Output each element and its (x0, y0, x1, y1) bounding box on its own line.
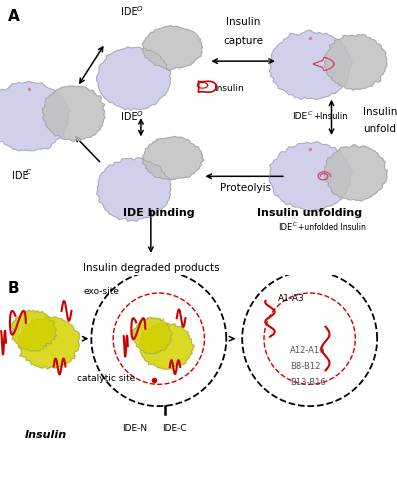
Text: IDE: IDE (121, 7, 138, 17)
Polygon shape (131, 317, 172, 354)
Polygon shape (42, 86, 105, 142)
Text: C: C (293, 222, 297, 227)
Text: exo-site: exo-site (83, 286, 119, 295)
Polygon shape (96, 47, 171, 110)
Polygon shape (143, 136, 204, 180)
Text: A: A (8, 9, 20, 24)
Text: A12-A16: A12-A16 (290, 346, 325, 355)
Text: IDE binding: IDE binding (123, 208, 195, 218)
Text: B: B (8, 281, 19, 296)
Text: IDE-C: IDE-C (162, 424, 187, 433)
Text: C: C (307, 111, 312, 116)
Text: Insulin: Insulin (226, 17, 260, 27)
Text: C: C (26, 169, 31, 175)
Text: Insulin unfolding: Insulin unfolding (257, 208, 362, 218)
Polygon shape (142, 26, 202, 70)
Text: catalytic site: catalytic site (77, 374, 136, 383)
Polygon shape (268, 30, 352, 100)
Polygon shape (17, 315, 79, 369)
Polygon shape (324, 145, 387, 201)
Text: Insulin: Insulin (25, 430, 67, 440)
Text: IDE: IDE (278, 223, 292, 232)
Text: O: O (137, 111, 143, 117)
Polygon shape (0, 81, 71, 151)
Polygon shape (269, 142, 353, 212)
Text: Insulin: Insulin (363, 107, 397, 117)
Text: B8-B12: B8-B12 (290, 362, 320, 371)
Text: IDE: IDE (12, 171, 29, 181)
Text: Proteolyis: Proteolyis (220, 183, 271, 193)
Text: Insulin: Insulin (214, 84, 244, 93)
Polygon shape (324, 35, 387, 90)
Text: +Insulin: +Insulin (313, 112, 347, 121)
Text: A1-A3: A1-A3 (278, 295, 304, 304)
Text: B13-B16: B13-B16 (290, 378, 326, 387)
Text: O: O (137, 6, 143, 12)
Polygon shape (11, 310, 57, 351)
Text: IDE: IDE (292, 112, 307, 121)
Text: Insulin degraded products: Insulin degraded products (83, 263, 219, 273)
Text: +unfolded Insulin: +unfolded Insulin (298, 223, 366, 232)
Text: IDE: IDE (121, 112, 138, 122)
Text: IDE-N: IDE-N (122, 424, 148, 433)
Text: capture: capture (223, 36, 263, 45)
Text: unfolding: unfolding (363, 123, 397, 134)
Polygon shape (139, 323, 194, 369)
Polygon shape (97, 158, 171, 221)
